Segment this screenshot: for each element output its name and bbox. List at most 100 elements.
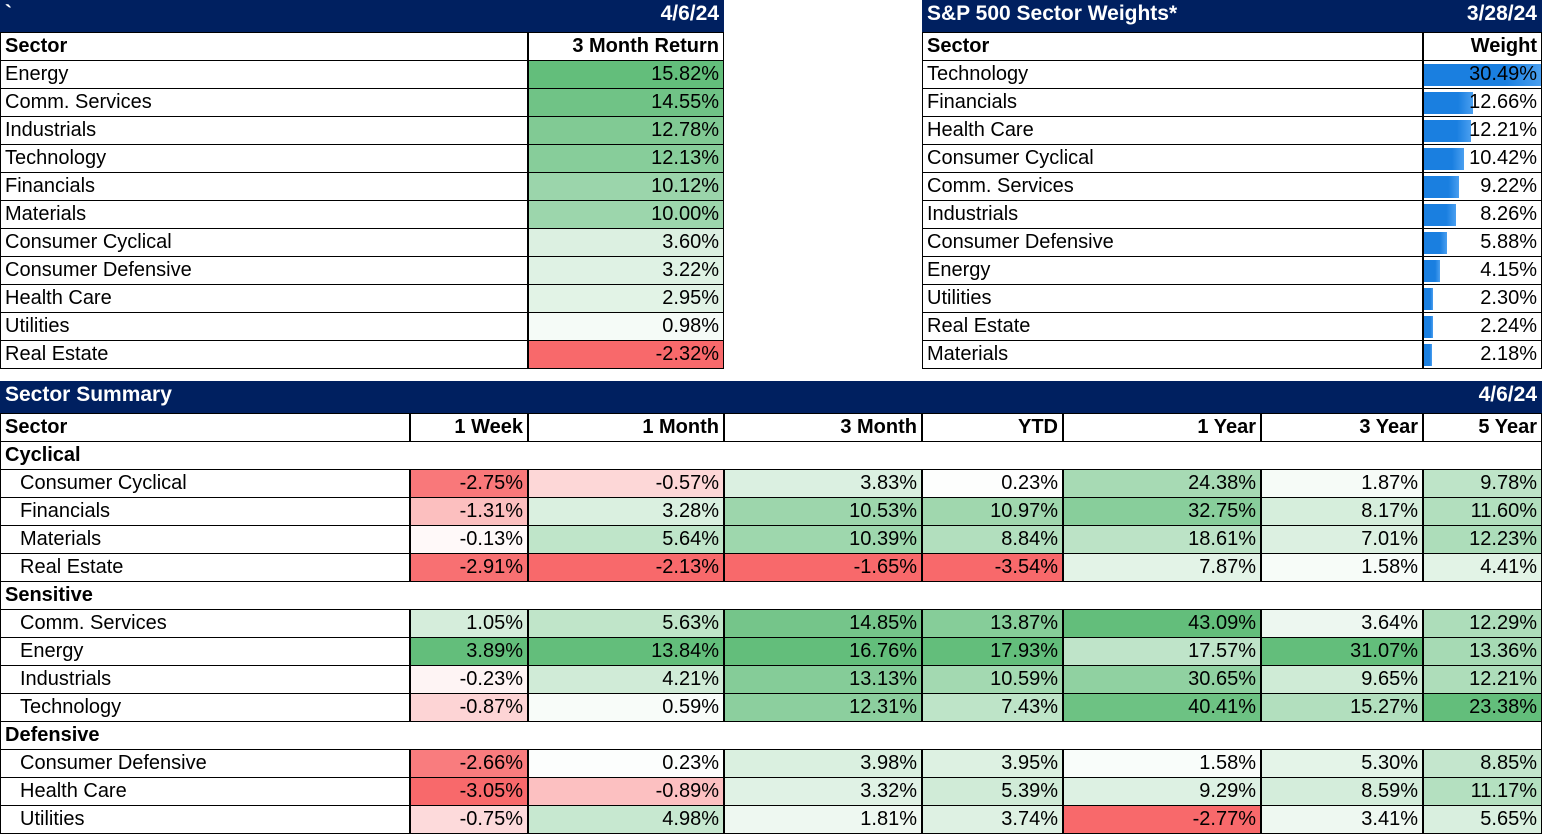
table-date: 4/6/24 xyxy=(0,381,1542,413)
cell-text: 1 Year xyxy=(1197,416,1256,438)
cell-text: 17.93% xyxy=(990,640,1058,662)
column-header: Sector xyxy=(0,413,410,442)
cell-text: 12.78% xyxy=(651,119,719,141)
cell-text: 3.64% xyxy=(1361,612,1418,634)
return-cell: -3.54% xyxy=(922,553,1063,582)
cell-text: Sector Summary xyxy=(5,383,172,406)
weight-cell: 2.18% xyxy=(1423,340,1542,369)
sector-name: Energy xyxy=(0,637,410,666)
return-cell: 17.93% xyxy=(922,637,1063,666)
column-header: 1 Week xyxy=(410,413,528,442)
cell-text: Real Estate xyxy=(927,315,1031,337)
column-header: 1 Year xyxy=(1063,413,1261,442)
cell-text: 7.01% xyxy=(1361,528,1418,550)
cell-text: 12.23% xyxy=(1469,528,1537,550)
sector-name: Utilities xyxy=(0,312,528,341)
return-cell: 13.84% xyxy=(528,637,724,666)
sector-name: Industrials xyxy=(0,116,528,145)
group-label: Cyclical xyxy=(0,441,1542,470)
sector-name: Industrials xyxy=(0,665,410,694)
return-cell: 13.13% xyxy=(724,665,922,694)
cell-text: 12.21% xyxy=(1469,119,1537,141)
cell-text: Utilities xyxy=(5,315,70,337)
sector-name: Consumer Cyclical xyxy=(0,228,528,257)
return-cell: 5.39% xyxy=(922,777,1063,806)
return-cell: 18.61% xyxy=(1063,525,1261,554)
sector-name: Technology xyxy=(0,144,528,173)
cell-text: Energy xyxy=(5,63,69,85)
cell-text: 0.23% xyxy=(1001,472,1058,494)
return-cell: 30.65% xyxy=(1063,665,1261,694)
return-cell: 12.21% xyxy=(1423,665,1542,694)
return-cell: 24.38% xyxy=(1063,469,1261,498)
cell-text: 7.87% xyxy=(1199,556,1256,578)
column-header: YTD xyxy=(922,413,1063,442)
cell-text: Comm. Services xyxy=(927,175,1074,197)
cell-text: Technology xyxy=(927,63,1029,85)
return-cell: 8.84% xyxy=(922,525,1063,554)
cell-text: 1.58% xyxy=(1199,752,1256,774)
return-cell: 9.78% xyxy=(1423,469,1542,498)
cell-text: 3.41% xyxy=(1361,808,1418,830)
cell-text: 10.00% xyxy=(651,203,719,225)
weight-bar xyxy=(1424,176,1460,198)
cell-text: 8.85% xyxy=(1480,752,1537,774)
cell-text: 1.58% xyxy=(1361,556,1418,578)
cell-text: 8.84% xyxy=(1001,528,1058,550)
cell-text: 30.49% xyxy=(1469,63,1537,85)
cell-text: 3.95% xyxy=(1001,752,1058,774)
cell-text: 10.42% xyxy=(1469,147,1537,169)
cell-text: 18.61% xyxy=(1188,528,1256,550)
cell-text: Real Estate xyxy=(20,556,124,578)
cell-text: Consumer Cyclical xyxy=(927,147,1094,169)
cell-text: 12.31% xyxy=(849,696,917,718)
cell-text: Industrials xyxy=(20,668,112,690)
return-cell: 2.95% xyxy=(528,284,724,313)
cell-text: -0.87% xyxy=(459,696,523,718)
cell-text: 3 Month Return xyxy=(572,35,719,57)
cell-text: 2.24% xyxy=(1480,315,1537,337)
return-cell: 7.01% xyxy=(1261,525,1423,554)
table-date: 4/6/24 xyxy=(0,0,724,32)
sector-name: Consumer Defensive xyxy=(0,749,410,778)
column-header: Weight xyxy=(1423,32,1542,61)
cell-text: -0.89% xyxy=(655,780,719,802)
column-header: 5 Year xyxy=(1423,413,1542,442)
cell-text: 32.75% xyxy=(1188,500,1256,522)
sector-name: Financials xyxy=(922,88,1423,117)
weight-cell: 2.30% xyxy=(1423,284,1542,313)
cell-text: Comm. Services xyxy=(20,612,167,634)
return-cell: -2.77% xyxy=(1063,805,1261,834)
cell-text: 10.39% xyxy=(849,528,917,550)
cell-text: 5.30% xyxy=(1361,752,1418,774)
return-cell: 8.85% xyxy=(1423,749,1542,778)
cell-text: 15.82% xyxy=(651,63,719,85)
cell-text: -1.31% xyxy=(459,500,523,522)
return-cell: -0.75% xyxy=(410,805,528,834)
cell-text: Health Care xyxy=(20,780,127,802)
cell-text: 5.63% xyxy=(662,612,719,634)
return-cell: 10.12% xyxy=(528,172,724,201)
return-cell: -3.05% xyxy=(410,777,528,806)
cell-text: 13.36% xyxy=(1469,640,1537,662)
cell-text: 9.78% xyxy=(1480,472,1537,494)
cell-text: 1.05% xyxy=(466,612,523,634)
cell-text: 30.65% xyxy=(1188,668,1256,690)
return-cell: 3.98% xyxy=(724,749,922,778)
cell-text: Sector xyxy=(5,35,68,57)
sector-name: Technology xyxy=(0,693,410,722)
return-cell: 3.28% xyxy=(528,497,724,526)
sector-name: Real Estate xyxy=(0,340,528,369)
sector-name: Consumer Cyclical xyxy=(0,469,410,498)
sector-name: Health Care xyxy=(922,116,1423,145)
return-cell: 5.30% xyxy=(1261,749,1423,778)
weight-bar xyxy=(1424,120,1471,142)
sector-name: Technology xyxy=(922,60,1423,89)
table-title: Sector Summary xyxy=(0,381,1542,413)
return-cell: 32.75% xyxy=(1063,497,1261,526)
return-cell: 16.76% xyxy=(724,637,922,666)
return-cell: 4.21% xyxy=(528,665,724,694)
cell-text: Weight xyxy=(1470,35,1537,57)
cell-text: 3.32% xyxy=(860,780,917,802)
return-cell: 5.64% xyxy=(528,525,724,554)
